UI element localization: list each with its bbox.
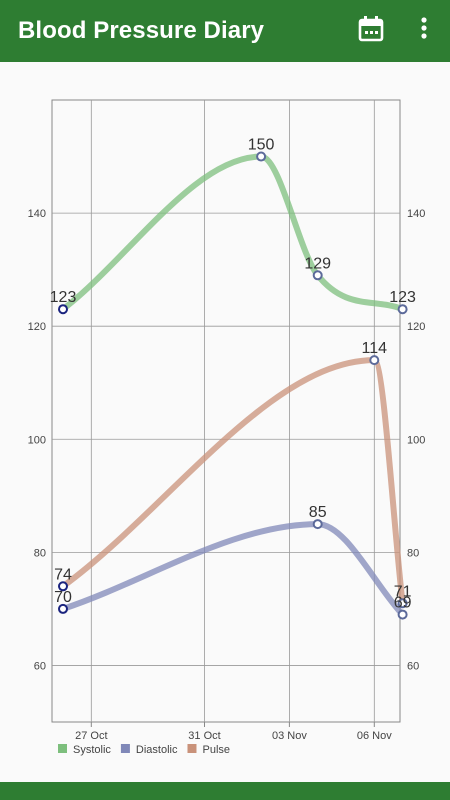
legend-swatch-pulse xyxy=(187,744,197,753)
data-point-pulse[interactable] xyxy=(397,598,408,609)
bp-line-chart[interactable]: 60 60 80 80 100 100 120 120 140 140 27 Oct 31 Oct 03… xyxy=(0,62,450,782)
bottom-bar xyxy=(0,782,450,800)
x-tick-label: 27 Oct xyxy=(75,730,107,742)
data-point-systolic[interactable] xyxy=(312,270,323,281)
y-tick-label-left: 80 xyxy=(34,547,46,559)
data-label-systolic: 129 xyxy=(304,255,331,272)
more-vert-icon[interactable] xyxy=(414,14,434,44)
chart-area: 60 60 80 80 100 100 120 120 140 140 27 Oct 31 Oct 03… xyxy=(0,62,450,782)
data-label-pulse: 71 xyxy=(394,583,412,600)
y-tick-label-right: 60 xyxy=(407,660,419,672)
data-label-systolic: 123 xyxy=(389,289,416,306)
legend-label-diastolic: Diastolic xyxy=(136,744,178,756)
app-bar: Blood Pressure Diary xyxy=(0,0,450,62)
x-tick-label: 31 Oct xyxy=(188,730,220,742)
calendar-icon[interactable] xyxy=(356,14,386,44)
y-tick-label-left: 60 xyxy=(34,660,46,672)
plot-border xyxy=(51,99,401,723)
x-tick-label: 06 Nov xyxy=(357,730,392,742)
legend-label-pulse: Pulse xyxy=(202,744,230,756)
y-tick-label-left: 120 xyxy=(28,321,46,333)
data-point-pulse[interactable] xyxy=(369,355,380,366)
x-tick-label: 03 Nov xyxy=(272,730,307,742)
data-label-diastolic: 85 xyxy=(309,504,327,521)
legend-swatch-systolic xyxy=(58,744,67,753)
series-line-pulse xyxy=(60,357,406,607)
data-label-systolic: 150 xyxy=(248,137,275,154)
data-label-diastolic: 69 xyxy=(394,595,412,612)
data-point-diastolic[interactable] xyxy=(397,609,408,620)
data-label-pulse: 114 xyxy=(362,340,388,357)
y-tick-label-right: 80 xyxy=(407,547,419,559)
y-tick-label-right: 140 xyxy=(407,208,425,220)
data-point-diastolic[interactable] xyxy=(58,603,68,614)
data-point-pulse[interactable] xyxy=(58,581,68,592)
data-point-diastolic[interactable] xyxy=(312,519,323,530)
series-line-systolic xyxy=(60,153,406,313)
app-title: Blood Pressure Diary xyxy=(18,17,265,44)
y-tick-label-left: 100 xyxy=(28,434,46,446)
series-line-diastolic xyxy=(60,521,406,618)
data-label-diastolic: 70 xyxy=(54,589,72,606)
legend-label-systolic: Systolic xyxy=(73,744,111,756)
data-point-systolic[interactable] xyxy=(256,151,267,162)
data-label-systolic: 123 xyxy=(50,289,77,306)
data-point-systolic[interactable] xyxy=(58,304,68,315)
data-point-systolic[interactable] xyxy=(397,304,408,315)
y-tick-label-right: 100 xyxy=(407,434,425,446)
y-tick-label-right: 120 xyxy=(407,321,425,333)
data-label-pulse: 74 xyxy=(54,566,72,583)
y-tick-label-left: 140 xyxy=(28,208,46,220)
legend-swatch-diastolic xyxy=(120,744,130,753)
